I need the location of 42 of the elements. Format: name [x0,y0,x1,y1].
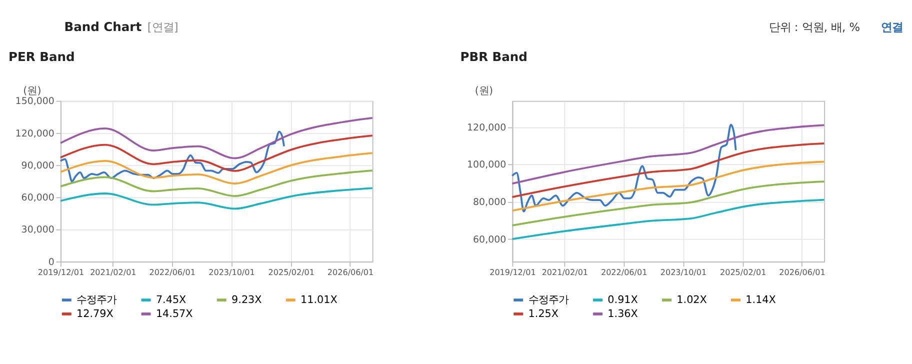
line-series [511,160,826,212]
line-series [60,117,374,160]
line-series [511,198,826,240]
y-tick-label: 150,000 [15,96,54,108]
line-series [60,170,374,198]
legend-label: 7.45X [156,294,186,306]
text: Band Chart [64,20,142,34]
legend-label: 수정주가 [76,294,117,306]
legend-label: 0.91X [608,294,638,306]
legend-label: 1.14X [746,294,776,306]
line-series [511,124,737,212]
text: [연결] [147,20,178,34]
legend-label: 수정주가 [528,294,568,306]
line-series [60,130,285,182]
y-axis-title: (원) [23,84,42,97]
legend-label: 1.02X [676,294,707,306]
text: 단위 : 억원, 배, % [768,20,860,34]
line-series [511,124,826,185]
text: 연결 [881,20,904,34]
y-tick-label: 120,000 [15,128,54,140]
legend-label: 1.25X [528,308,559,320]
legend-label: 12.79X [76,308,114,320]
line-series [511,180,826,226]
legend-label: 9.23X [232,294,262,306]
legend-label: 11.01X [300,294,338,306]
y-tick-label: 60,000 [473,234,506,246]
y-tick-label: 80,000 [473,197,506,208]
y-tick-label: 120,000 [467,122,506,134]
y-tick-label: 30,000 [21,224,54,236]
legend-label: 1.36X [608,308,638,320]
y-tick-label: 90,000 [21,160,54,172]
legend-label: 14.57X [156,308,193,320]
line-series [60,152,374,184]
y-tick-label: 100,000 [467,160,506,171]
y-tick-label: 0 [48,256,54,268]
y-tick-label: 60,000 [21,192,54,204]
line-series [60,134,374,172]
line-series [60,187,374,210]
chart-title: PBR Band [460,50,528,64]
line-series [511,142,826,198]
chart-title: PER Band [8,50,75,64]
y-axis-title: (원) [474,84,494,97]
